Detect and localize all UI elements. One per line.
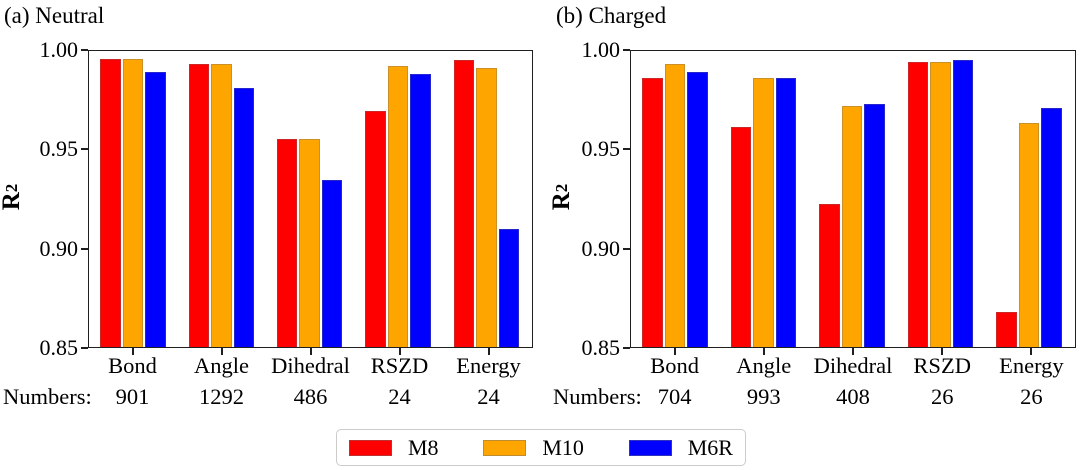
panel-a-ytick-label: 0.95 — [39, 136, 79, 162]
panel-b-category-bond: Bond — [650, 353, 699, 378]
numbers-prefix-panel-b: Numbers: — [553, 384, 642, 409]
panel-b-category-dihedral: Dihedral — [813, 353, 893, 378]
panel-b-ytick — [623, 247, 630, 250]
panel-b-number-rszd: 26 — [930, 384, 954, 409]
panel-b-ytick-label: 0.95 — [581, 136, 621, 162]
panel-a-number-rszd: 24 — [388, 384, 411, 409]
panel-a-ytick — [81, 49, 88, 51]
bar-m6r-bond — [687, 72, 708, 347]
panel-a-category-angle: Angle — [194, 353, 249, 378]
panel-b-xtick — [852, 348, 854, 355]
bar-m10-dihedral — [841, 105, 863, 347]
panel-b-ytick-label: 0.85 — [581, 335, 621, 360]
panel-b-number-energy: 26 — [1020, 384, 1043, 409]
bar-m6r-angle — [775, 78, 797, 347]
panel-a-ytick — [81, 148, 88, 151]
legend-item-m10: M10 — [483, 434, 584, 460]
panel-b-ytick-label: 1.00 — [581, 37, 621, 62]
panel-b-plot-area — [630, 50, 1076, 348]
panel-a-number-dihedral: 486 — [293, 384, 328, 409]
panel-b-number-bond: 704 — [657, 384, 692, 409]
panel-a-xtick — [398, 348, 401, 355]
bar-m10-energy — [476, 68, 497, 347]
legend-swatch-m10-icon — [483, 439, 527, 456]
panel-a-xtick — [487, 348, 490, 355]
legend-swatch-m8-icon — [349, 439, 392, 456]
bar-m10-dihedral — [299, 138, 320, 347]
bar-m10-bond — [664, 64, 686, 347]
bar-m6r-energy — [498, 229, 519, 347]
bar-m8-rszd — [365, 111, 386, 347]
panel-a-number-bond: 901 — [115, 384, 150, 409]
panel-a-xtick — [131, 348, 134, 355]
panel-a-xtick — [220, 348, 223, 355]
bar-m8-bond — [100, 58, 121, 347]
legend: M8 M10 M6R — [336, 429, 746, 466]
panel-b-title: (b) Charged — [556, 3, 667, 28]
bar-m6r-bond — [145, 72, 166, 347]
panel-a-ytick-label: 0.85 — [39, 335, 79, 360]
bar-m6r-rszd — [410, 74, 431, 347]
panel-a-ytick — [81, 347, 88, 349]
panel-b-category-energy: Energy — [999, 353, 1064, 378]
panel-b-ytick — [623, 49, 630, 51]
panel-a-category-energy: Energy — [456, 353, 521, 378]
panel-b-number-angle: 993 — [746, 384, 781, 409]
panel-b-xtick — [762, 348, 765, 355]
bar-m6r-dihedral — [321, 180, 343, 347]
panel-b-xtick — [1030, 348, 1033, 355]
panel-a-title: (a) Neutral — [4, 3, 105, 28]
panel-a-category-dihedral: Dihedral — [271, 353, 350, 378]
bar-m10-angle — [211, 64, 232, 347]
panel-b-category-rszd: RSZD — [913, 353, 971, 378]
panel-b-category-angle: Angle — [736, 353, 792, 378]
panel-a-plot-area — [88, 50, 533, 348]
bar-m8-angle — [188, 64, 210, 347]
bar-m6r-angle — [233, 87, 255, 347]
bar-m6r-energy — [1041, 107, 1062, 347]
bar-m8-dihedral — [276, 138, 298, 347]
legend-swatch-m6r-icon — [628, 439, 672, 456]
bar-m8-angle — [730, 127, 752, 347]
bar-m8-rszd — [907, 62, 929, 347]
panel-a-number-energy: 24 — [477, 384, 500, 409]
legend-label-m6r: M6R — [687, 434, 733, 460]
panel-b-ytick — [623, 347, 630, 349]
panel-a-category-bond: Bond — [108, 353, 157, 378]
bar-m10-bond — [122, 58, 144, 347]
panel-b-number-dihedral: 408 — [836, 384, 870, 409]
panel-a-ytick-label: 1.00 — [39, 37, 79, 62]
panel-a-category-rszd: RSZD — [370, 353, 429, 378]
bar-m10-rszd — [930, 62, 951, 347]
bar-m8-energy — [996, 311, 1017, 347]
panel-a-xtick — [309, 348, 312, 355]
numbers-prefix-panel-a: Numbers: — [3, 384, 92, 409]
panel-b-xtick — [941, 348, 944, 355]
bar-m8-energy — [453, 60, 474, 347]
panel-a-ytick — [81, 247, 88, 250]
legend-label-m10: M10 — [542, 434, 584, 460]
panel-a-ytick-label: 0.90 — [39, 235, 79, 261]
bar-m10-rszd — [387, 66, 409, 347]
bar-m8-bond — [642, 78, 663, 347]
bar-m8-dihedral — [819, 203, 840, 347]
bar-m6r-dihedral — [864, 103, 885, 347]
bar-m10-energy — [1018, 123, 1040, 347]
bar-m6r-rszd — [952, 60, 974, 347]
legend-item-m8: M8 — [349, 434, 439, 460]
panel-a-number-angle: 1292 — [199, 384, 244, 409]
bar-m10-angle — [753, 78, 774, 347]
panel-b-xtick — [673, 348, 676, 355]
panel-b-ytick-label: 0.90 — [581, 235, 621, 261]
legend-item-m6r: M6R — [628, 434, 733, 460]
panel-b-ytick — [623, 148, 630, 151]
legend-label-m8: M8 — [408, 434, 439, 460]
